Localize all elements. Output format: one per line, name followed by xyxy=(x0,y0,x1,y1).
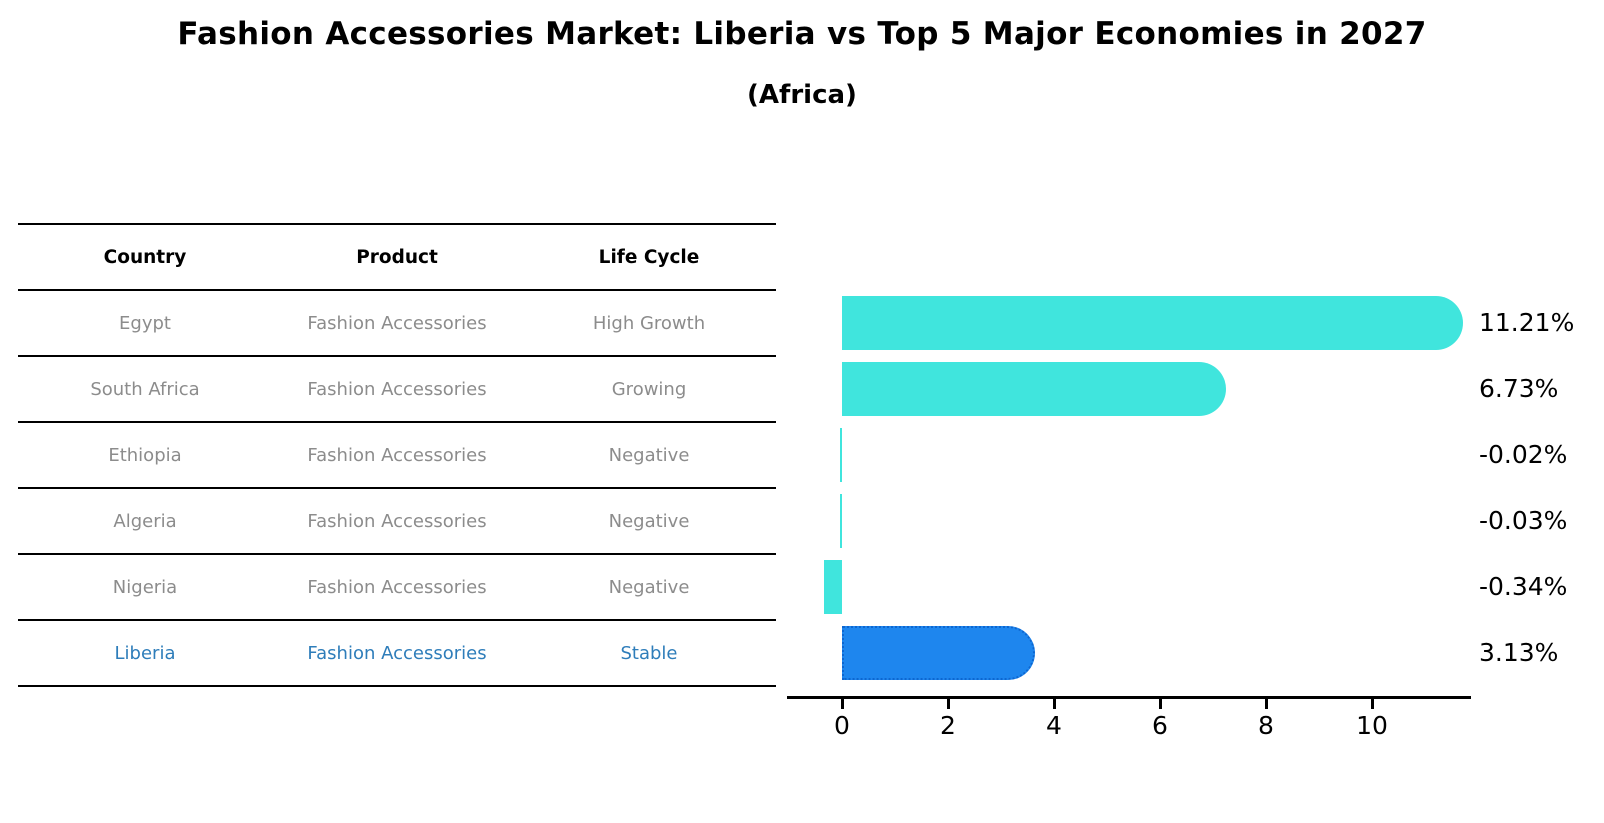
table-row-liberia: Liberia Fashion Accessories Stable xyxy=(18,621,776,687)
bar-south-africa xyxy=(842,361,1226,416)
cell-country: Liberia xyxy=(114,642,176,664)
bar-ethiopia xyxy=(840,427,842,482)
value-label-south-africa: 6.73% xyxy=(1479,373,1559,403)
column-header-country: Country xyxy=(103,246,187,268)
country-table: Country Product Life Cycle Egypt Fashion … xyxy=(18,223,776,687)
x-tick-label-6: 6 xyxy=(1152,711,1168,740)
cell-country: South Africa xyxy=(90,378,200,400)
bar-liberia xyxy=(842,625,1035,680)
table-header-row: Country Product Life Cycle xyxy=(18,225,776,291)
cell-life-cycle: Negative xyxy=(608,444,690,466)
cell-country: Algeria xyxy=(113,510,177,532)
x-tick-mark-4 xyxy=(1052,699,1056,709)
cell-country: Nigeria xyxy=(112,576,178,598)
value-label-nigeria: -0.34% xyxy=(1479,571,1568,601)
x-tick-mark-0 xyxy=(840,699,844,709)
bar-egypt xyxy=(842,295,1464,350)
cell-product: Fashion Accessories xyxy=(307,510,487,532)
cell-product: Fashion Accessories xyxy=(307,576,487,598)
x-tick-label-10: 10 xyxy=(1356,711,1388,740)
cell-product: Fashion Accessories xyxy=(307,642,487,664)
x-tick-mark-2 xyxy=(946,699,950,709)
table-row-algeria: Algeria Fashion Accessories Negative xyxy=(18,489,776,555)
table-row-ethiopia: Ethiopia Fashion Accessories Negative xyxy=(18,423,776,489)
value-label-algeria: -0.03% xyxy=(1479,505,1568,535)
cell-country: Ethiopia xyxy=(108,444,182,466)
value-label-ethiopia: -0.02% xyxy=(1479,439,1568,469)
cell-product: Fashion Accessories xyxy=(307,444,487,466)
x-tick-mark-8 xyxy=(1264,699,1268,709)
column-header-product: Product xyxy=(356,246,438,268)
table-row-south-africa: South Africa Fashion Accessories Growing xyxy=(18,357,776,423)
x-tick-label-8: 8 xyxy=(1258,711,1274,740)
x-tick-label-2: 2 xyxy=(940,711,956,740)
cell-life-cycle: High Growth xyxy=(592,312,706,334)
x-tick-mark-10 xyxy=(1370,699,1374,709)
cell-product: Fashion Accessories xyxy=(307,378,487,400)
chart-title: Fashion Accessories Market: Liberia vs T… xyxy=(177,16,1427,52)
x-tick-label-4: 4 xyxy=(1046,711,1062,740)
x-tick-mark-6 xyxy=(1158,699,1162,709)
cell-life-cycle: Stable xyxy=(620,642,678,664)
x-tick-label-0: 0 xyxy=(834,711,850,740)
table-body: Egypt Fashion Accessories High Growth South… xyxy=(18,291,776,687)
bar-algeria xyxy=(840,493,842,548)
column-header-life-cycle: Life Cycle xyxy=(598,246,700,268)
value-label-liberia: 3.13% xyxy=(1479,637,1559,667)
chart-subtitle: (Africa) xyxy=(747,80,857,110)
cell-country: Egypt xyxy=(119,312,171,334)
cell-life-cycle: Negative xyxy=(608,576,690,598)
cell-life-cycle: Growing xyxy=(611,378,687,400)
cell-product: Fashion Accessories xyxy=(307,312,487,334)
value-label-egypt: 11.21% xyxy=(1479,307,1575,337)
bar-nigeria xyxy=(823,559,842,614)
cell-life-cycle: Negative xyxy=(608,510,690,532)
x-axis-line xyxy=(787,696,1471,699)
table-row-egypt: Egypt Fashion Accessories High Growth xyxy=(18,291,776,357)
table-row-nigeria: Nigeria Fashion Accessories Negative xyxy=(18,555,776,621)
